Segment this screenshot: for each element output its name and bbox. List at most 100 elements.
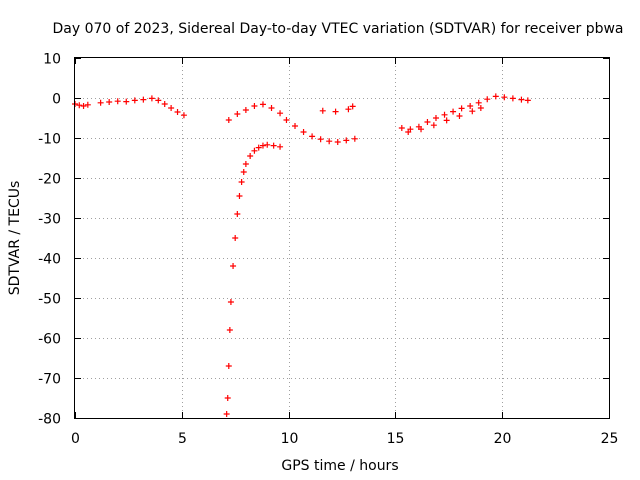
data-point — [80, 103, 87, 109]
data-point — [232, 235, 239, 241]
data-point — [251, 103, 258, 109]
data-point — [418, 126, 425, 133]
data-point — [292, 123, 299, 129]
data-point — [484, 96, 491, 103]
plot-frame — [74, 57, 610, 419]
data-point — [467, 103, 474, 109]
data-point — [76, 102, 83, 109]
data-point — [225, 363, 232, 369]
data-point — [259, 101, 266, 108]
data-point — [230, 263, 237, 269]
y-tick-label: -60 — [38, 332, 61, 348]
x-tick-label: 0 — [71, 431, 80, 447]
x-tick-label: 25 — [601, 431, 619, 447]
data-point — [501, 94, 508, 101]
y-tick-label: -70 — [38, 372, 61, 388]
data-point — [180, 112, 187, 119]
data-point — [319, 107, 326, 114]
data-point — [270, 142, 277, 149]
data-point — [174, 109, 181, 115]
y-tick-label: 10 — [43, 52, 61, 68]
data-point — [309, 133, 316, 140]
data-point — [234, 211, 241, 217]
x-tick-labels: 0 5 10 15 20 25 — [71, 431, 618, 447]
data-point — [240, 169, 247, 175]
x-tick-label: 10 — [281, 431, 299, 447]
data-point — [251, 147, 258, 154]
data-point — [148, 95, 155, 102]
data-point — [456, 113, 463, 119]
data-point — [334, 139, 341, 145]
data-point — [242, 161, 249, 167]
data-point — [477, 105, 484, 111]
y-tick-label: -10 — [38, 132, 61, 148]
data-point — [450, 108, 457, 115]
y-tick-label: -80 — [38, 412, 61, 428]
data-point — [277, 143, 284, 150]
x-axis-title: GPS time / hours — [281, 458, 398, 474]
data-point — [432, 115, 439, 121]
data-point — [168, 105, 175, 111]
data-point — [492, 93, 499, 100]
data-point — [351, 135, 358, 142]
data-point — [255, 144, 262, 151]
data-point — [234, 111, 241, 117]
data-point — [518, 96, 525, 103]
x-tick-label: 5 — [178, 431, 187, 447]
data-point — [317, 136, 324, 143]
y-tick-label: 0 — [52, 92, 61, 108]
data-point — [283, 117, 290, 123]
data-point — [469, 108, 476, 115]
x-tick-label: 20 — [494, 431, 512, 447]
y-tick-label: -50 — [38, 292, 61, 308]
y-tick-label: -30 — [38, 212, 61, 228]
data-point — [343, 137, 350, 144]
data-point — [242, 107, 249, 113]
data-point — [238, 179, 245, 185]
y-tick-label: -40 — [38, 252, 61, 268]
data-point — [332, 108, 339, 115]
data-point — [345, 106, 352, 113]
data-point — [259, 142, 266, 149]
axis-ticks — [75, 58, 610, 419]
x-tick-label: 15 — [387, 431, 405, 447]
y-tick-label: -20 — [38, 172, 61, 188]
data-point — [247, 153, 254, 159]
y-axis-title: SDTVAR / TECUs — [7, 181, 23, 296]
data-point — [398, 125, 405, 131]
data-point — [441, 111, 448, 118]
data-point — [84, 101, 91, 108]
data-points — [72, 93, 531, 417]
data-point — [155, 97, 162, 104]
data-point — [225, 117, 232, 123]
data-point — [524, 97, 531, 104]
data-point — [349, 103, 356, 110]
data-point — [226, 327, 233, 333]
data-point — [264, 141, 271, 148]
data-point — [97, 99, 104, 106]
data-point — [106, 99, 113, 105]
data-point — [123, 98, 130, 105]
data-point — [131, 97, 138, 104]
data-point — [424, 119, 431, 125]
data-point — [509, 95, 516, 102]
data-point — [458, 105, 465, 112]
data-point — [114, 98, 121, 105]
y-tick-labels: 10 0 -10 -20 -30 -40 -50 -60 -70 -80 — [38, 52, 61, 428]
data-point — [223, 411, 230, 417]
series-markers — [72, 93, 531, 417]
data-point — [443, 117, 450, 124]
grid — [75, 58, 609, 418]
data-point — [224, 395, 231, 401]
data-point — [430, 122, 437, 129]
data-point — [277, 110, 284, 117]
chart-title: Day 070 of 2023, Sidereal Day-to-day VTE… — [52, 21, 623, 37]
data-point — [475, 99, 482, 106]
data-point — [227, 299, 234, 305]
data-point — [326, 138, 333, 145]
data-point — [300, 129, 307, 135]
data-point — [268, 105, 275, 111]
data-point — [405, 129, 412, 135]
data-point — [161, 101, 168, 107]
